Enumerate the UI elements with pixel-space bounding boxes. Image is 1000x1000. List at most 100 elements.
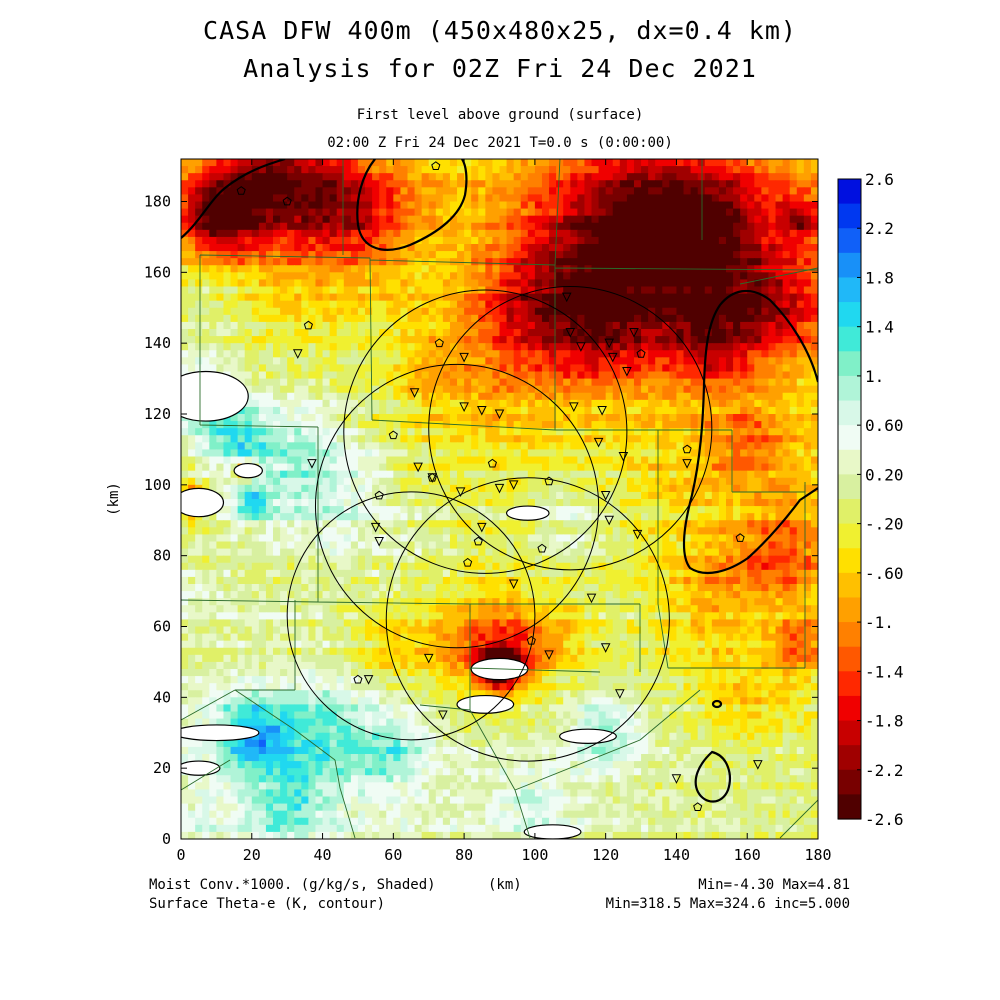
- field-cell: [478, 442, 486, 451]
- field-cell: [322, 548, 331, 557]
- field-cell: [619, 166, 628, 174]
- field-cell: [768, 222, 777, 231]
- field-cell: [563, 336, 571, 344]
- field-cell: [789, 527, 798, 536]
- field-cell: [676, 506, 685, 514]
- field-cell: [301, 406, 309, 415]
- field-cell: [336, 357, 345, 366]
- field-cell: [690, 173, 699, 181]
- field-cell: [513, 541, 522, 550]
- field-cell: [407, 378, 416, 387]
- field-cell: [775, 194, 784, 203]
- field-cell: [343, 456, 352, 465]
- field-cell: [357, 357, 366, 366]
- field-cell: [520, 272, 529, 281]
- field-cell: [605, 251, 614, 259]
- field-cell: [435, 470, 444, 479]
- field-cell: [577, 187, 586, 196]
- field-cell: [513, 307, 522, 316]
- field-cell: [400, 229, 409, 238]
- field-cell: [414, 513, 423, 521]
- field-cell: [619, 314, 628, 323]
- field-cell: [287, 194, 295, 203]
- field-cell: [223, 357, 232, 366]
- field-cell: [209, 541, 217, 550]
- field-cell: [541, 236, 550, 245]
- field-cell: [280, 470, 288, 479]
- field-cell: [506, 166, 515, 174]
- field-cell: [619, 414, 628, 422]
- field-cell: [499, 477, 508, 486]
- field-cell: [711, 371, 720, 380]
- field-cell: [612, 506, 621, 514]
- field-cell: [265, 286, 274, 295]
- field-cell: [676, 449, 685, 458]
- field-cell: [386, 229, 394, 238]
- field-cell: [570, 180, 578, 188]
- field-cell: [209, 194, 217, 203]
- field-cell: [506, 159, 515, 167]
- field-cell: [294, 166, 302, 174]
- field-cell: [789, 194, 798, 203]
- field-cell: [258, 548, 267, 557]
- field-cell: [810, 350, 818, 358]
- field-cell: [782, 258, 791, 266]
- field-cell: [577, 506, 586, 514]
- field-cell: [662, 442, 670, 451]
- field-cell: [315, 272, 324, 281]
- field-cell: [605, 484, 614, 493]
- field-cell: [605, 180, 614, 188]
- field-cell: [534, 329, 543, 337]
- field-cell: [322, 520, 331, 528]
- field-cell: [619, 251, 628, 259]
- field-cell: [485, 336, 494, 344]
- field-cell: [513, 321, 522, 330]
- field-cell: [626, 477, 635, 486]
- field-cell: [704, 513, 713, 521]
- field-cell: [485, 499, 494, 507]
- field-cell: [421, 456, 430, 465]
- field-cell: [457, 321, 465, 330]
- field-cell: [230, 251, 239, 259]
- field-cell: [782, 470, 791, 479]
- field-cell: [315, 513, 324, 521]
- field-cell: [216, 442, 225, 451]
- field-cell: [541, 364, 550, 373]
- field-cell: [237, 442, 246, 451]
- field-cell: [641, 491, 649, 500]
- field-cell: [747, 435, 755, 443]
- field-cell: [492, 265, 501, 273]
- field-cell: [697, 258, 706, 266]
- field-cell: [400, 364, 409, 373]
- field-cell: [598, 343, 607, 351]
- field-cell: [457, 265, 465, 273]
- field-cell: [315, 421, 324, 429]
- field-cell: [336, 159, 345, 167]
- field-cell: [365, 258, 373, 266]
- field-cell: [641, 173, 649, 181]
- field-cell: [195, 421, 203, 429]
- field-cell: [803, 527, 812, 536]
- field-cell: [258, 350, 267, 358]
- field-cell: [273, 201, 281, 210]
- field-cell: [718, 279, 727, 288]
- field-cell: [534, 244, 543, 252]
- field-cell: [329, 166, 338, 174]
- field-cell: [400, 201, 409, 210]
- field-cell: [648, 456, 656, 465]
- field-cell: [549, 513, 557, 521]
- field-cell: [704, 215, 713, 224]
- field-cell: [265, 272, 274, 281]
- field-cell: [520, 265, 529, 273]
- field-cell: [464, 428, 472, 436]
- field-cell: [789, 215, 798, 224]
- field-cell: [471, 463, 479, 472]
- field-cell: [704, 357, 713, 366]
- field-cell: [598, 484, 607, 493]
- field-cell: [365, 265, 373, 273]
- field-cell: [506, 236, 515, 245]
- field-cell: [633, 173, 642, 181]
- field-cell: [648, 399, 656, 408]
- field-cell: [648, 392, 656, 401]
- field-cell: [683, 350, 692, 358]
